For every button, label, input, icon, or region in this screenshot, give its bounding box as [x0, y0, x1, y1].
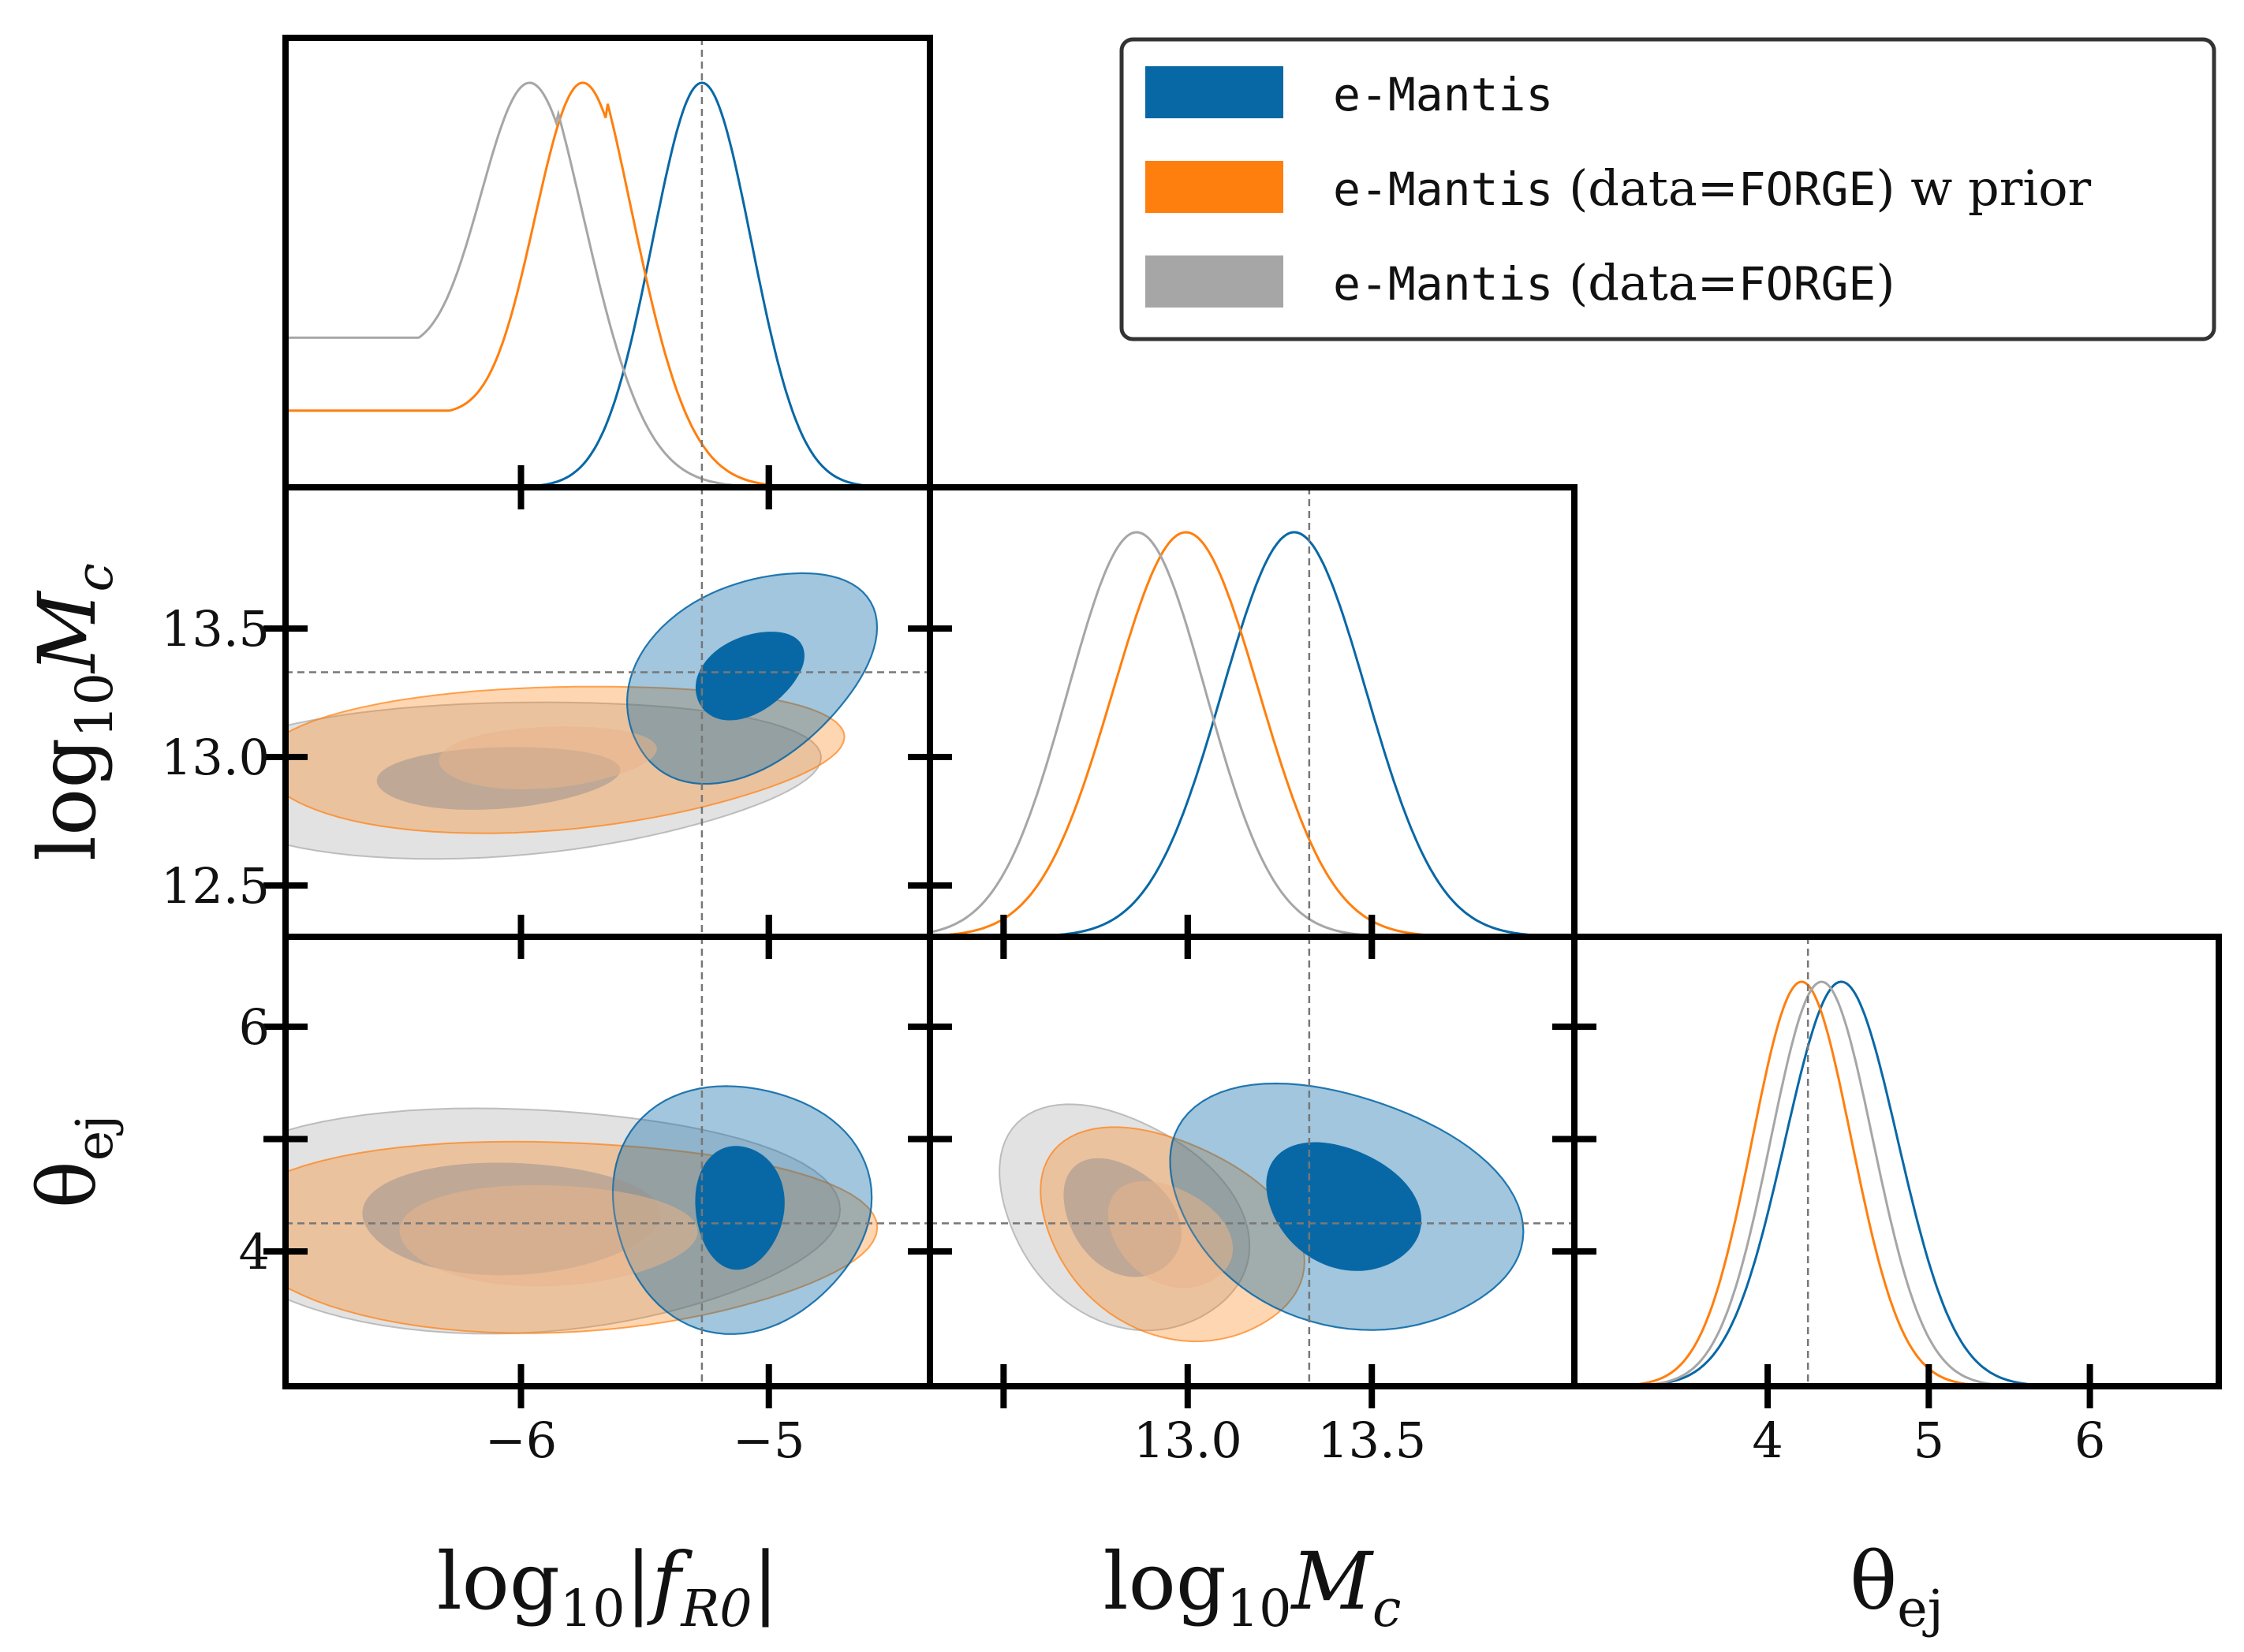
legend-entry-2: e-Mantis (data=FORGE) [1333, 254, 1895, 311]
corner-panels [263, 35, 2222, 1408]
legend-swatch-0 [1145, 66, 1283, 118]
x-tick-label: 13.0 [1133, 1411, 1242, 1469]
contour-inner-0 [695, 632, 805, 721]
marginal-line-0 [930, 531, 1574, 937]
x-tick-label: −6 [485, 1411, 557, 1469]
marginal-panel-Mc [927, 484, 1578, 959]
marginal-line-2 [930, 531, 1574, 937]
joint-panel-fR0-theta_ej [263, 915, 952, 1408]
legend-swatch-1 [1145, 161, 1283, 213]
contour-inner-0 [695, 1146, 785, 1270]
contour-inner-1 [439, 726, 657, 789]
axis-title-Mc: log10Mc [1103, 1535, 1402, 1639]
marginal-panel-fR0 [282, 35, 933, 509]
x-tick-label: 4 [1752, 1411, 1783, 1469]
marginal-line-0 [1574, 980, 2219, 1386]
x-tick-label: 6 [2074, 1411, 2105, 1469]
contour-outline-0 [625, 572, 879, 785]
axis-title-Mc: log10Mc [21, 563, 125, 861]
x-tick-label: 13.5 [1317, 1411, 1426, 1469]
legend-entry-1: e-Mantis (data=FORGE) w prior [1333, 159, 2092, 217]
legend-entry-0: e-Mantis [1333, 68, 1553, 121]
contour-inner-1 [399, 1184, 698, 1287]
contour-inner-0 [1266, 1142, 1422, 1271]
y-tick-label: 4 [239, 1223, 270, 1281]
joint-panel-fR0-Mc [263, 465, 952, 959]
marginal-line-1 [286, 81, 930, 487]
axis-title-fR0: log10|fR0| [437, 1535, 779, 1639]
x-tick-label: 5 [1914, 1411, 1944, 1469]
legend: e-Mantis e-Mantis (data=FORGE) w prior e-M… [1119, 37, 2216, 341]
marginal-line-2 [286, 81, 930, 487]
contour-outline-0 [611, 1085, 873, 1335]
marginal-panel-theta_ej [1571, 934, 2222, 1408]
joint-panel-Mc-theta_ej [908, 915, 1596, 1408]
legend-frame [1119, 37, 2216, 341]
y-tick-label: 13.0 [161, 729, 270, 786]
panel-frame [927, 484, 1578, 940]
axis-titles: −6 −5 13.0 13.5 4 5 6 12.5 13.0 13.5 4 6 log10|fR0| l… [21, 563, 2105, 1639]
contour-inner-1 [1107, 1180, 1234, 1288]
x-tick-label: −5 [733, 1411, 805, 1469]
marginal-line-0 [286, 81, 930, 487]
y-tick-label: 12.5 [161, 857, 270, 915]
marginal-line-1 [1574, 980, 2219, 1386]
axis-title-theta_ej: θej [1850, 1535, 1943, 1639]
y-tick-label: 13.5 [161, 600, 270, 658]
marginal-line-2 [1574, 980, 2219, 1386]
contour-outline-0 [1169, 1082, 1525, 1331]
axis-title-theta_ej: θej [21, 1115, 125, 1209]
legend-swatch-2 [1145, 255, 1283, 308]
y-tick-label: 6 [239, 998, 270, 1056]
panel-frame [1571, 934, 2222, 1389]
